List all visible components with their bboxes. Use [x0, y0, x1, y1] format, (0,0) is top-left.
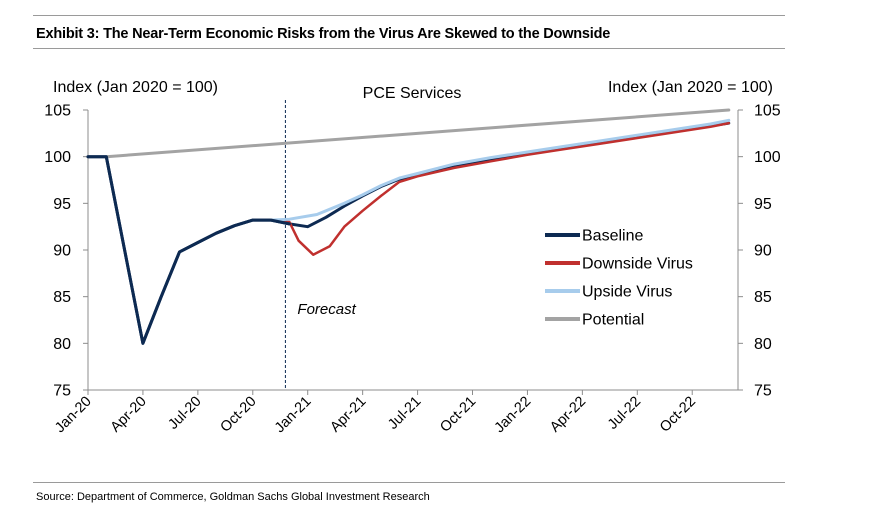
bottom-rule	[33, 482, 785, 483]
x-tick-label: Apr-22	[547, 394, 589, 436]
y-axis-label-left: Index (Jan 2020 = 100)	[53, 79, 218, 96]
source-note: Source: Department of Commerce, Goldman …	[36, 491, 430, 503]
series-potential	[104, 108, 731, 159]
y-tick-label-right: 100	[754, 149, 781, 166]
x-tick-label: Apr-20	[108, 394, 150, 436]
x-tick-label: Oct-21	[437, 394, 479, 436]
legend-label-downside-virus: Downside Virus	[582, 256, 693, 273]
y-tick-label-left: 95	[53, 196, 71, 213]
y-tick-label-right: 85	[754, 289, 772, 306]
legend-label-potential: Potential	[582, 312, 644, 329]
x-tick-label: Oct-20	[218, 394, 260, 436]
y-tick-label-left: 90	[53, 243, 71, 260]
y-tick-label-left: 80	[53, 336, 71, 353]
x-tick-label: Apr-21	[327, 394, 369, 436]
x-tick-label: Jul-22	[605, 394, 644, 433]
x-tick-label: Oct-22	[657, 394, 699, 436]
series-lines	[86, 108, 731, 345]
y-tick-label-right: 95	[754, 196, 772, 213]
x-tick-label: Jan-21	[272, 394, 315, 437]
forecast-label: Forecast	[297, 301, 356, 318]
exhibit-title: Exhibit 3: The Near-Term Economic Risks …	[36, 26, 611, 42]
y-tick-label-left: 105	[44, 103, 71, 120]
series-baseline-history	[86, 155, 291, 345]
forecast-divider: Forecast	[284, 100, 357, 390]
x-tick-label: Jul-21	[385, 394, 424, 433]
x-tick-label: Jan-22	[492, 394, 535, 437]
title-underline	[33, 48, 785, 49]
y-axis-label-right: Index (Jan 2020 = 100)	[608, 79, 773, 96]
y-tick-label-left: 75	[53, 383, 71, 400]
x-tick-label: Jan-20	[52, 394, 95, 437]
y-tick-label-right: 105	[754, 103, 781, 120]
legend-label-upside-virus: Upside Virus	[582, 284, 672, 301]
series-downside-virus	[269, 121, 731, 256]
y-tick-label-right: 80	[754, 336, 772, 353]
y-tick-label-right: 75	[754, 383, 772, 400]
legend: Baseline Downside Virus Upside Virus Potent…	[545, 228, 693, 329]
y-tick-label-right: 90	[754, 243, 772, 260]
series-upside-virus	[269, 118, 731, 222]
top-rule	[33, 15, 785, 16]
y-tick-label-left: 85	[53, 289, 71, 306]
legend-label-baseline: Baseline	[582, 228, 643, 245]
chart-title: PCE Services	[363, 85, 462, 102]
y-tick-label-left: 100	[44, 149, 71, 166]
x-tick-label: Jul-20	[165, 394, 204, 433]
